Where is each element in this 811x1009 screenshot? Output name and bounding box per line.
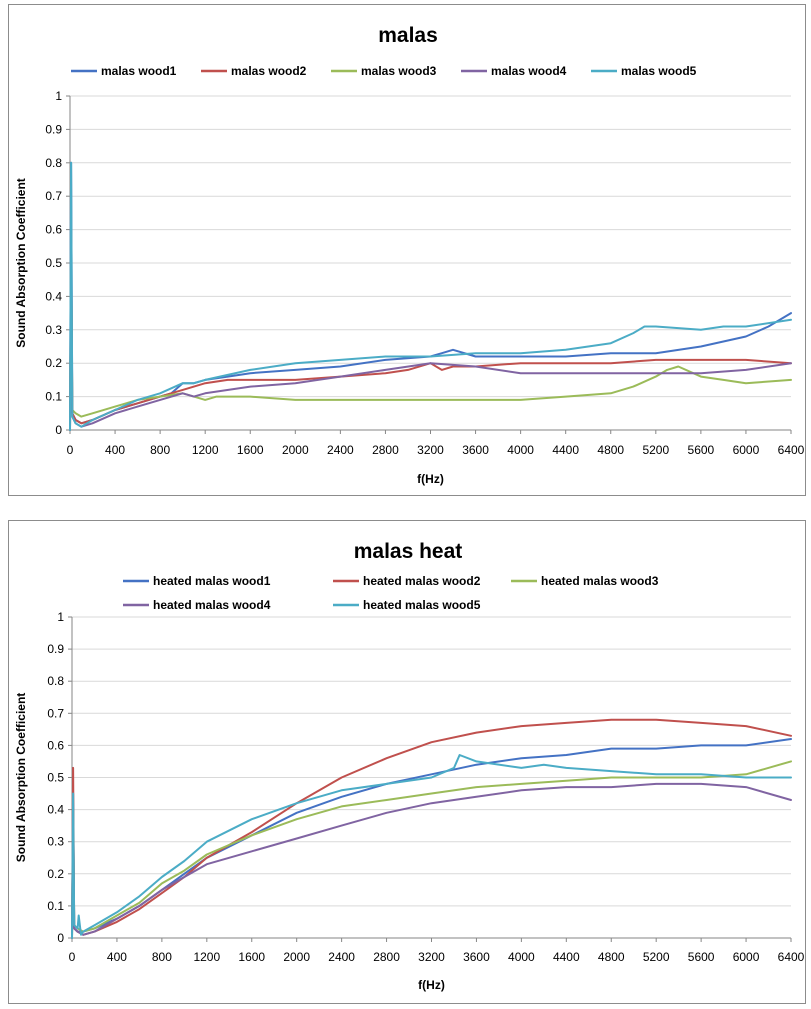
x-tick-label: 2000 [283, 950, 310, 964]
y-tick-label: 1 [55, 89, 62, 103]
x-tick-label: 4000 [507, 443, 534, 457]
x-tick-label: 800 [150, 443, 170, 457]
y-tick-label: 0.6 [47, 738, 64, 752]
x-tick-label: 1200 [192, 443, 219, 457]
series-line-3 [71, 760, 792, 939]
x-tick-label: 4400 [553, 950, 580, 964]
y-tick-label: 0.9 [47, 642, 64, 656]
x-tick-label: 1200 [193, 950, 220, 964]
x-tick-label: 400 [107, 950, 127, 964]
y-tick-label: 0.8 [47, 674, 64, 688]
series-line-4 [69, 262, 792, 431]
series-line-1 [71, 738, 792, 939]
x-tick-label: 6400 [778, 443, 805, 457]
x-tick-label: 2800 [372, 443, 399, 457]
y-tick-label: 0.8 [45, 156, 62, 170]
y-tick-label: 0.4 [45, 289, 62, 303]
legend-label-4: malas wood4 [491, 64, 567, 78]
y-tick-label: 0.3 [45, 323, 62, 337]
x-tick-label: 3200 [417, 443, 444, 457]
x-tick-label: 4400 [552, 443, 579, 457]
chart-malas-svg: malas 0 0.1 0.2 0.3 0.4 0.5 0.6 0.7 0.8 0.9 1 0 400 80… [14, 24, 805, 486]
x-tick-label: 0 [69, 950, 76, 964]
x-axis-title: f(Hz) [418, 978, 445, 992]
x-tick-label: 6000 [733, 950, 760, 964]
y-tick-label: 0.2 [47, 867, 64, 881]
chart-malas-heat: malas heat 0 0.1 0.2 0.3 0.4 0.5 0.6 0.7 0.8 0.9 1 0… [8, 520, 806, 1004]
x-tick-label: 1600 [237, 443, 264, 457]
y-tick-label: 0.7 [47, 706, 64, 720]
y-tick-label: 0 [55, 423, 62, 437]
legend-label-1: malas wood1 [101, 64, 177, 78]
chart-title: malas [378, 24, 438, 47]
x-tick-label: 5200 [643, 950, 670, 964]
x-tick-label: 3600 [463, 950, 490, 964]
x-tick-label: 4800 [598, 950, 625, 964]
x-tick-label: 800 [152, 950, 172, 964]
series-line-5 [71, 754, 792, 939]
x-tick-label: 5200 [642, 443, 669, 457]
x-tick-label: 2000 [282, 443, 309, 457]
y-tick-label: 0.5 [47, 771, 64, 785]
chart-malas: malas 0 0.1 0.2 0.3 0.4 0.5 0.6 0.7 0.8 0.9 1 0 400 80… [8, 4, 806, 496]
y-axis-title: Sound Absorption Coefficient [14, 178, 28, 348]
y-tick-label: 0.9 [45, 122, 62, 136]
legend-label-5: heated malas wood5 [363, 598, 481, 612]
x-tick-label: 1600 [238, 950, 265, 964]
legend-label-2: malas wood2 [231, 64, 307, 78]
y-tick-label: 0 [57, 931, 64, 945]
series-line-2 [71, 718, 792, 939]
y-tick-label: 0.3 [47, 835, 64, 849]
legend-label-1: heated malas wood1 [153, 574, 271, 588]
x-tick-label: 3600 [462, 443, 489, 457]
x-axis-title: f(Hz) [417, 472, 444, 486]
x-tick-label: 2800 [373, 950, 400, 964]
x-tick-label: 2400 [328, 950, 355, 964]
legend-label-4: heated malas wood4 [153, 598, 271, 612]
chart-title: malas heat [354, 540, 463, 563]
x-tick-label: 5600 [688, 443, 715, 457]
y-tick-label: 0.6 [45, 223, 62, 237]
x-tick-label: 400 [105, 443, 125, 457]
y-axis-title: Sound Absorption Coefficient [14, 693, 28, 863]
y-tick-label: 0.5 [45, 256, 62, 270]
y-tick-label: 0.2 [45, 356, 62, 370]
series-line-3 [69, 245, 792, 431]
y-tick-label: 1 [57, 610, 64, 624]
x-tick-label: 4000 [508, 950, 535, 964]
x-tick-label: 5600 [688, 950, 715, 964]
y-tick-label: 0.1 [45, 390, 62, 404]
x-tick-label: 4800 [597, 443, 624, 457]
chart-malas-heat-svg: malas heat 0 0.1 0.2 0.3 0.4 0.5 0.6 0.7 0.8 0.9 1 0… [14, 540, 805, 992]
y-tick-label: 0.4 [47, 803, 64, 817]
legend-label-3: heated malas wood3 [541, 574, 659, 588]
x-tick-label: 2400 [327, 443, 354, 457]
legend-label-3: malas wood3 [361, 64, 437, 78]
series-line-4 [71, 782, 792, 939]
legend-label-2: heated malas wood2 [363, 574, 481, 588]
x-tick-label: 0 [67, 443, 74, 457]
series-line-5 [69, 161, 792, 431]
y-tick-label: 0.1 [47, 899, 64, 913]
series-line-2 [69, 228, 792, 431]
y-tick-label: 0.7 [45, 189, 62, 203]
x-tick-label: 6000 [733, 443, 760, 457]
x-tick-label: 6400 [778, 950, 805, 964]
legend-label-5: malas wood5 [621, 64, 697, 78]
x-tick-label: 3200 [418, 950, 445, 964]
